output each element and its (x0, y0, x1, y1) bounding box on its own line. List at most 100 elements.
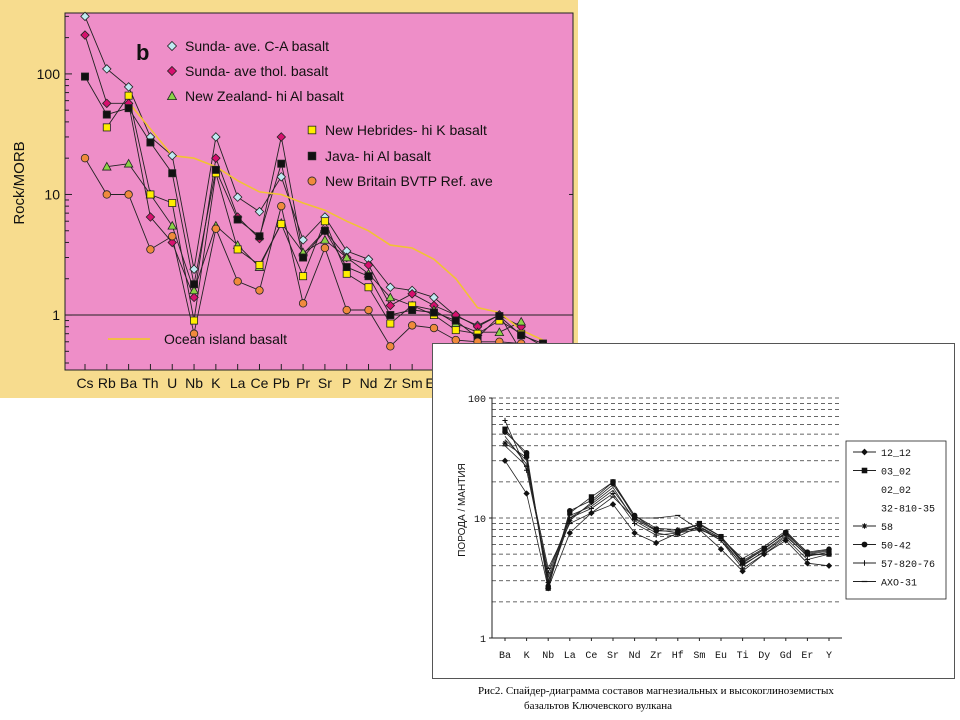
data-point-s0-Eu (717, 545, 725, 553)
data-point-s0-Nd (631, 529, 638, 537)
data-point-s2-Nb (189, 285, 199, 295)
legend-label-1: 03_02 (881, 468, 911, 479)
data-point-s3-Pb (277, 219, 286, 228)
data-point-s2-Zr (385, 292, 396, 302)
x-tick-label-Sr: Sr (607, 651, 619, 662)
data-point-s6-Sm (696, 523, 702, 530)
data-point-s1-Pb (276, 132, 287, 142)
x-tick-label-Cs: Cs (76, 375, 93, 391)
legend-marker-4 (307, 151, 317, 161)
data-point-s5-Ce (255, 286, 264, 295)
data-point-s5-Zr (386, 342, 395, 351)
x-tick-label-P: P (342, 375, 351, 391)
data-point-s4-Eu (429, 308, 438, 317)
x-tick-label-Nb: Nb (542, 650, 554, 662)
data-point-s3-Zr (386, 319, 395, 328)
data-point-s0-Zr (385, 282, 396, 293)
data-point-s1-Rb (102, 98, 112, 109)
data-point-s4-Th (146, 138, 155, 147)
legend-label-3: 32-810-35 (881, 505, 935, 516)
data-point-s6-K (524, 467, 530, 473)
caption-line-2: базальтов Ключевского вулкана (524, 700, 672, 712)
data-point-s1-Cs (80, 30, 90, 40)
data-point-s3-Ti (451, 326, 460, 335)
data-point-s4-Ce (255, 232, 264, 241)
data-point-s6-Eu (718, 537, 724, 544)
x-tick-label-Nd: Nd (360, 375, 378, 391)
x-tick-label-Ba: Ba (499, 651, 511, 662)
data-point-s5-Sm (407, 321, 417, 330)
x-tick-label-Ba: Ba (120, 375, 137, 391)
data-point-s5-Rb (102, 190, 111, 199)
data-point-s0-Nb (189, 264, 199, 274)
legend-label-6: 57-820-76 (881, 560, 935, 571)
data-point-s2-Ba (123, 158, 134, 168)
data-point-s4-Ti (451, 316, 460, 325)
data-point-s4-Sm (408, 306, 417, 315)
data-point-s5-Nb (545, 583, 551, 589)
legend-label-7: АХО-31 (881, 579, 917, 590)
x-tick-label-K: K (211, 375, 221, 391)
data-point-s5-Ba (124, 190, 133, 199)
legend-label-3: New Hebrides- hi K basalt (325, 122, 487, 138)
data-point-s0-La (566, 529, 573, 537)
x-tick-label-Ce: Ce (585, 651, 597, 662)
x-tick-label-K: K (524, 651, 530, 662)
series-line-0 (504, 460, 830, 590)
chart-a-y-axis-label: Rock/MORB (11, 141, 28, 224)
data-point-s5-Ti (739, 559, 746, 565)
x-tick-label-Sm: Sm (402, 375, 423, 391)
legend-label-4: Java- hi Al basalt (325, 148, 431, 164)
data-point-s3-P (342, 269, 351, 278)
data-point-s4-Sr (320, 226, 329, 235)
legend-marker-4 (861, 523, 868, 529)
chart-b-legend-box (845, 440, 947, 600)
data-point-s5-Ce (588, 497, 595, 504)
data-point-s4-Rb (102, 110, 111, 119)
x-tick-label-Ti: Ti (737, 650, 749, 662)
data-point-s5-Pb (277, 201, 286, 211)
data-point-s6-Hf (675, 530, 681, 536)
x-tick-label-Zr: Zr (650, 651, 662, 662)
legend-label-4: 58 (881, 523, 893, 534)
data-point-s5-U (168, 232, 177, 241)
y-tick-label: 1 (52, 307, 60, 323)
legend-marker-6 (861, 560, 868, 566)
data-point-s3-Nd (364, 283, 373, 292)
data-point-s6-Er (804, 557, 810, 563)
data-point-s5-Sr (320, 243, 330, 253)
data-point-s6-Ce (588, 505, 594, 512)
x-tick-label-Th: Th (142, 375, 158, 391)
data-point-s0-Ba (501, 457, 509, 464)
data-point-s5-Er (804, 549, 811, 555)
data-point-s0-U (167, 150, 178, 161)
data-point-s5-Nd (364, 305, 373, 315)
legend-marker-3 (307, 125, 317, 135)
data-point-s0-Pb (276, 172, 287, 182)
x-tick-label-Pb: Pb (273, 375, 290, 391)
data-point-s3-U (168, 199, 177, 207)
x-tick-label-La: La (564, 651, 576, 662)
data-point-s5-La (567, 507, 573, 514)
series-line-3 (504, 436, 830, 579)
legend-label-2: New Zealand- hi Al basalt (185, 88, 344, 104)
data-point-s5-P (342, 305, 351, 315)
data-point-s0-Pr (298, 235, 308, 245)
data-point-s0-Zr (653, 539, 660, 547)
data-point-s0-Sr (609, 501, 617, 508)
legend-marker-5 (307, 176, 317, 186)
legend-label-2: 02_02 (881, 486, 911, 497)
data-point-s4-P (342, 263, 351, 272)
data-point-s0-Rb (102, 64, 112, 74)
legend-marker-1 (861, 467, 868, 474)
data-point-s4-Yb (517, 331, 526, 340)
data-point-s3-Sr (320, 217, 329, 226)
x-tick-label-Nd: Nd (629, 650, 641, 662)
data-point-s4-La (233, 215, 242, 224)
data-point-s2-Y (494, 327, 505, 336)
series-line-5 (84, 157, 544, 348)
x-tick-label-Hf: Hf (672, 650, 684, 662)
y-tick-label: 100 (468, 395, 486, 406)
data-point-s0-K (211, 132, 221, 142)
